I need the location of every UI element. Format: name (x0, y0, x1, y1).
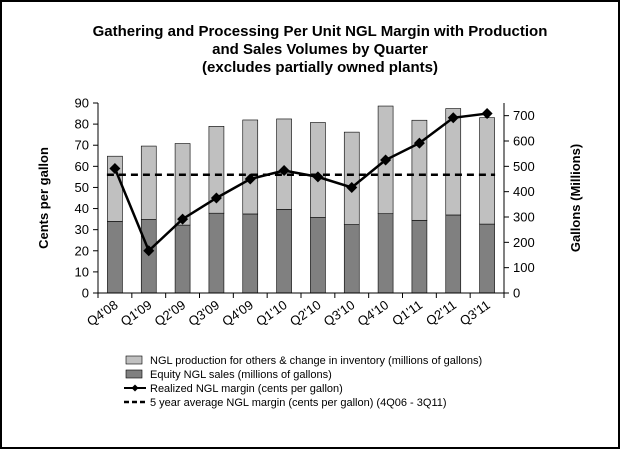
legend-marker-2 (131, 384, 139, 392)
left-tick-label-70: 70 (75, 138, 89, 153)
right-tick-label-700: 700 (513, 108, 535, 123)
right-tick-label-300: 300 (513, 210, 535, 225)
bar-production-others-4 (242, 119, 259, 215)
realized-margin-marker-7 (346, 181, 358, 193)
bar-equity-sales-7 (343, 224, 360, 294)
bar-equity-sales-2 (174, 224, 191, 294)
bar-production-others-5 (276, 118, 292, 210)
realized-margin-marker-4 (244, 173, 256, 185)
bar-equity-sales-8 (377, 213, 394, 294)
bar-production-others-6 (310, 122, 326, 218)
legend-swatch-1 (125, 369, 143, 379)
bar-equity-sales-9 (411, 219, 428, 294)
bar-equity-sales-5 (276, 209, 292, 294)
left-tick-label-60: 60 (75, 159, 89, 174)
bar-production-others-7 (343, 131, 360, 225)
left-tick-label-10: 10 (75, 264, 89, 279)
x-tick-label-9: Q1'11 (389, 297, 425, 328)
x-tick-label-10: Q2'11 (423, 297, 459, 328)
bar-equity-sales-4 (242, 213, 259, 294)
left-tick-label-20: 20 (75, 243, 89, 258)
realized-margin-marker-1 (143, 245, 155, 257)
x-tick-label-2: Q2'09 (152, 297, 189, 329)
realized-margin-marker-5 (278, 165, 290, 177)
bar-production-others-9 (411, 119, 428, 221)
bar-equity-sales-3 (208, 212, 225, 294)
legend-swatch-0 (125, 355, 143, 365)
realized-margin-marker-8 (380, 154, 392, 166)
right-tick-label-400: 400 (513, 184, 535, 199)
x-tick-label-8: Q4'10 (355, 297, 392, 329)
x-tick-label-6: Q2'10 (287, 297, 324, 329)
chart-title-line-2: and Sales Volumes by Quarter (212, 41, 428, 58)
left-tick-label-50: 50 (75, 180, 89, 195)
bar-equity-sales-11 (479, 223, 495, 294)
left-tick-label-0: 0 (82, 286, 89, 301)
x-tick-label-0: Q4'08 (84, 297, 121, 329)
x-tick-label-3: Q3'09 (185, 297, 222, 329)
bar-equity-sales-6 (310, 217, 326, 294)
realized-margin-marker-3 (210, 192, 222, 204)
x-tick-label-11: Q3'11 (457, 297, 493, 328)
x-tick-label-1: Q1'09 (118, 297, 155, 329)
realized-margin-marker-9 (413, 137, 425, 149)
x-tick-label-4: Q4'09 (219, 297, 256, 329)
bar-production-others-1 (140, 145, 157, 220)
y-axis-label: Cents per gallon (36, 147, 51, 249)
right-tick-label-500: 500 (513, 159, 535, 174)
bar-production-others-11 (479, 117, 495, 225)
bar-production-others-3 (208, 126, 225, 214)
realized-margin-marker-0 (109, 162, 121, 174)
right-tick-label-0: 0 (513, 286, 520, 301)
realized-margin-marker-10 (447, 112, 459, 124)
left-tick-label-90: 90 (75, 96, 89, 111)
left-tick-label-30: 30 (75, 222, 89, 237)
legend-label-0: NGL production for others & change in in… (150, 355, 482, 367)
right-tick-label-200: 200 (513, 235, 535, 250)
x-tick-label-5: Q1'10 (253, 297, 290, 329)
bar-production-others-10 (445, 108, 462, 216)
legend-label-1: Equity NGL sales (millions of gallons) (150, 369, 332, 381)
y2-axis-label: Gallons (Millions) (568, 144, 583, 252)
right-tick-label-600: 600 (513, 134, 535, 149)
realized-margin-line (113, 112, 488, 253)
legend-label-2: Realized NGL margin (cents per gallon) (150, 383, 343, 395)
chart-title-line-3: (excludes partially owned plants) (202, 59, 438, 76)
bar-equity-sales-0 (107, 221, 123, 294)
bar-production-others-2 (174, 143, 191, 226)
chart-title-line-1: Gathering and Processing Per Unit NGL Ma… (93, 23, 548, 40)
x-tick-label-7: Q3'10 (321, 297, 358, 329)
left-tick-label-80: 80 (75, 117, 89, 132)
bar-equity-sales-10 (445, 214, 462, 294)
realized-margin-marker-6 (312, 171, 324, 183)
right-tick-label-100: 100 (513, 260, 535, 275)
legend-label-3: 5 year average NGL margin (cents per gal… (150, 397, 447, 409)
left-tick-label-40: 40 (75, 201, 89, 216)
realized-margin-marker-11 (481, 108, 493, 120)
realized-margin-marker-2 (177, 213, 189, 225)
